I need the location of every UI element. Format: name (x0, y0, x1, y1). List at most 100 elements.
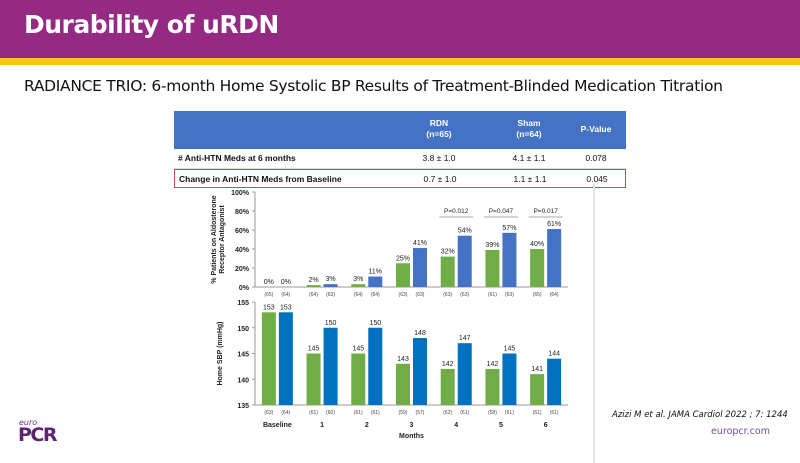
y-tick-label: 140 (237, 377, 249, 384)
sham-bar (413, 248, 427, 287)
y-tick-label: 100% (231, 190, 250, 197)
rdn-value-label: 2% (309, 277, 319, 284)
row-p: 0.045 (586, 174, 608, 184)
n-label: (57) (416, 410, 425, 416)
y-tick-label: 0% (239, 285, 250, 292)
n-label: (64) (281, 292, 290, 298)
sham-bar (547, 358, 562, 405)
vertical-divider (593, 183, 595, 463)
header-stripe (0, 58, 800, 65)
sham-bar (413, 338, 427, 405)
meds-table: RDN (n=65) Sham (n=64) P-Value # Anti-HTN … (174, 111, 626, 188)
sham-value-label: 11% (369, 269, 383, 276)
table-header: RDN (n=65) Sham (n=64) P-Value (174, 111, 626, 149)
sham-value-label: 0% (281, 279, 291, 286)
rdn-bar (530, 374, 545, 405)
sham-bar (368, 276, 383, 287)
y-tick-label: 20% (235, 266, 250, 273)
sham-value-label: 3% (326, 276, 336, 283)
row-sham: 4.1 ± 1.1 (512, 153, 546, 163)
rdn-bar (485, 368, 500, 405)
table-row: # Anti-HTN Meds at 6 months 3.8 ± 1.0 4.… (174, 149, 626, 169)
y-tick-label: 40% (235, 247, 250, 254)
sham-bar (457, 235, 472, 287)
rdn-value-label: 142 (442, 361, 454, 368)
n-label: (63) (399, 292, 408, 298)
y-tick-label: 155 (237, 300, 249, 307)
n-label: (64) (309, 292, 318, 298)
rdn-bar (485, 249, 500, 287)
sham-bar (323, 284, 338, 287)
col-pvalue: P-Value (580, 124, 612, 134)
y-tick-label: 150 (237, 326, 249, 333)
p-value-annotation: P=0.012 (444, 208, 469, 215)
n-label: (61) (533, 410, 542, 416)
n-label: (58) (488, 410, 497, 416)
x-category-label: 4 (454, 422, 458, 429)
col-sham-label: Sham (517, 118, 541, 128)
n-label: (63) (443, 292, 452, 298)
rdn-value-label: 40% (530, 241, 544, 248)
col-sham-n: (n=64) (516, 129, 542, 139)
col-rdn-n: (n=65) (426, 129, 452, 139)
sham-value-label: 54% (458, 228, 472, 235)
sham-value-label: 153 (280, 304, 292, 311)
n-label: (61) (550, 410, 559, 416)
y-axis-label: % Patients on Aldosterone (211, 195, 218, 284)
rdn-value-label: 145 (308, 346, 320, 353)
logo-euro-text: euro (19, 418, 38, 427)
n-label: (61) (309, 410, 318, 416)
n-label: (64) (354, 292, 363, 298)
x-category-label: 5 (499, 422, 503, 429)
rdn-value-label: 141 (531, 366, 543, 373)
col-rdn-label: RDN (429, 118, 449, 128)
col-sham: Sham (n=64) (499, 118, 559, 140)
rdn-bar (396, 363, 410, 405)
slide-subtitle: RADIANCE TRIO: 6-month Home Systolic BP … (24, 77, 723, 95)
rdn-bar (440, 256, 455, 287)
y-tick-label: 80% (235, 209, 250, 216)
citation: Azizi M et al. JAMA Cardiol 2022 ; 7: 12… (612, 410, 788, 420)
sham-bar (457, 343, 472, 405)
n-label: (61) (505, 410, 514, 416)
n-label: (63) (326, 292, 335, 298)
rdn-bar (351, 284, 366, 287)
sham-value-label: 144 (548, 351, 560, 358)
table-row-highlighted: Change in Anti-HTN Meds from Baseline 0.… (174, 169, 626, 188)
rdn-bar (440, 368, 455, 405)
row-label: # Anti-HTN Meds at 6 months (178, 153, 296, 163)
n-label: (63) (505, 292, 514, 298)
x-category-label: 3 (410, 422, 414, 429)
sham-bar (278, 312, 293, 405)
slide-title: Durability of uRDN (24, 10, 279, 39)
x-category-label: 6 (544, 422, 548, 429)
sham-value-label: 41% (413, 240, 427, 247)
sham-value-label: 148 (414, 330, 426, 337)
site-url[interactable]: europcr.com (711, 426, 770, 437)
sham-bar (368, 327, 383, 405)
n-label: (62) (443, 410, 452, 416)
n-label: (61) (354, 410, 363, 416)
sham-value-label: 145 (504, 346, 516, 353)
sham-value-label: 150 (325, 320, 337, 327)
sham-value-label: 150 (369, 320, 381, 327)
rdn-bar (351, 353, 366, 405)
rdn-value-label: 153 (263, 304, 275, 311)
sham-value-label: 57% (502, 225, 516, 232)
sham-bar (502, 353, 517, 405)
rdn-value-label: 143 (397, 356, 409, 363)
p-value-annotation: P=0.017 (533, 208, 558, 215)
n-label: (64) (371, 292, 380, 298)
n-label: (61) (488, 292, 497, 298)
rdn-bar (306, 285, 321, 287)
n-label: (64) (281, 410, 290, 416)
n-label: (65) (264, 292, 273, 298)
row-rdn: 0.7 ± 1.0 (423, 174, 457, 184)
rdn-value-label: 39% (485, 242, 499, 249)
y-tick-label: 60% (235, 228, 250, 235)
x-category-label: Baseline (263, 422, 292, 429)
n-label: (65) (533, 292, 542, 298)
n-label: (59) (399, 410, 408, 416)
n-label: (60) (326, 410, 335, 416)
n-label: (63) (460, 292, 469, 298)
